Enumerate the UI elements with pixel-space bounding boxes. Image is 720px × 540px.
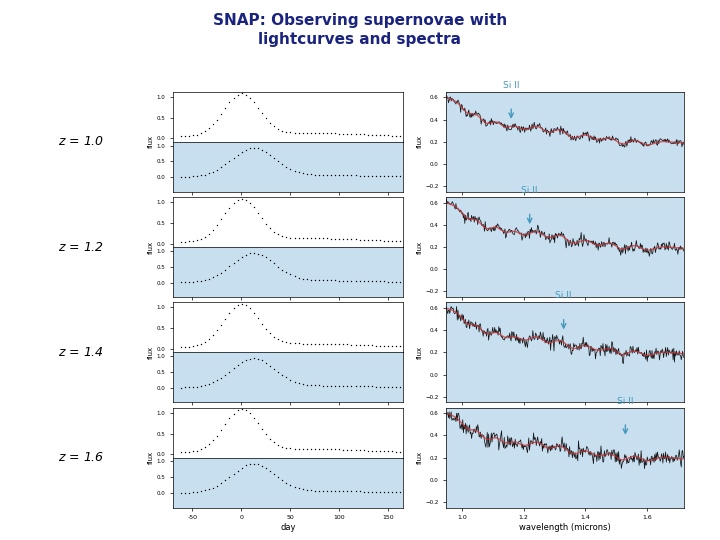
Text: Si II: Si II — [503, 80, 519, 90]
Text: Si II: Si II — [521, 186, 538, 195]
Text: flux: flux — [148, 451, 154, 464]
Text: flux: flux — [148, 135, 154, 148]
Y-axis label: flux: flux — [417, 346, 423, 359]
Text: $z$ = 1.6: $z$ = 1.6 — [58, 451, 104, 464]
Text: flux: flux — [148, 346, 154, 359]
Text: $z$ = 1.2: $z$ = 1.2 — [58, 240, 104, 254]
Text: Si II: Si II — [617, 396, 634, 406]
X-axis label: wavelength (microns): wavelength (microns) — [519, 523, 611, 532]
Text: SNAP: Observing supernovae with
lightcurves and spectra: SNAP: Observing supernovae with lightcur… — [213, 14, 507, 47]
Y-axis label: flux: flux — [417, 135, 423, 148]
Text: flux: flux — [148, 240, 154, 254]
Text: $z$ = 1.0: $z$ = 1.0 — [58, 135, 104, 148]
Text: Si II: Si II — [555, 291, 572, 300]
Y-axis label: flux: flux — [417, 451, 423, 464]
Y-axis label: flux: flux — [417, 240, 423, 254]
Text: $z$ = 1.4: $z$ = 1.4 — [58, 346, 104, 359]
X-axis label: day: day — [280, 523, 296, 532]
